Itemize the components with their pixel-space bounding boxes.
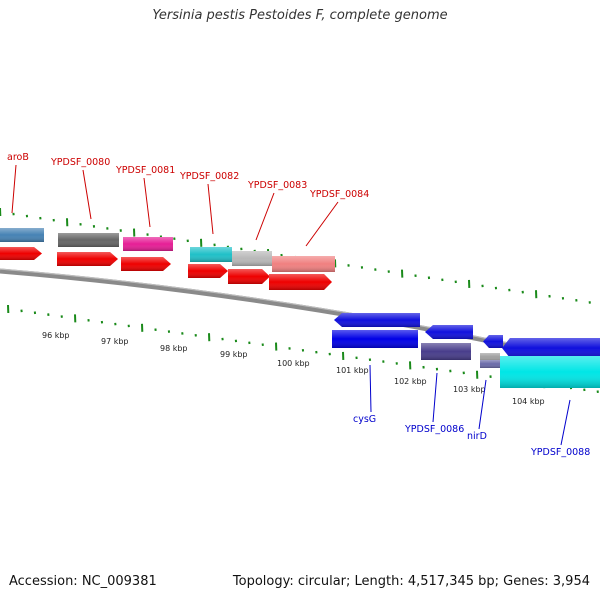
label-nirD: nirD — [467, 431, 487, 442]
label-YPDSF_0088: YPDSF_0088 — [530, 447, 590, 458]
gene-bar-cysG-shade — [332, 330, 418, 348]
label-aroB: aroB — [7, 152, 29, 163]
cds-arrow-reverse-shade — [334, 313, 420, 327]
label-YPDSF_0088-leader — [560, 399, 571, 446]
cds-arrow-reverse — [483, 335, 503, 348]
cds-arrow-reverse-shade — [483, 335, 503, 348]
gene-bar-YPDSF_0083-shade — [272, 256, 335, 272]
gene-bar-YPDSF_0082 — [190, 247, 232, 262]
cds-arrow-shade — [57, 252, 118, 266]
label-YPDSF_0086-leader — [432, 372, 438, 423]
cds-arrow-shade — [269, 274, 332, 290]
scale-label: 104 kbp — [512, 397, 545, 406]
cds-arrow-shade — [188, 264, 228, 278]
scale-label: 96 kbp — [42, 331, 70, 340]
gene-bar-nirD-shade — [480, 360, 500, 368]
label-YPDSF_0086: YPDSF_0086 — [404, 424, 464, 435]
label-YPDSF_0082-leader — [207, 183, 214, 235]
cds-arrow-shade — [228, 269, 270, 284]
gene-bar-aroB-shade — [0, 228, 44, 242]
label-YPDSF_0083: YPDSF_0083 — [247, 180, 307, 191]
label-aroB-leader — [11, 164, 17, 214]
gene-bar-YPDSF_0086-shade — [421, 343, 471, 360]
gene-bar-YPDSF_0080-shade — [58, 233, 119, 247]
scale-label: 98 kbp — [160, 344, 188, 353]
scale-label: 99 kbp — [220, 350, 248, 359]
cds-arrow-reverse — [502, 338, 600, 358]
scale-label: 100 kbp — [277, 359, 310, 368]
label-YPDSF_0084-leader — [305, 201, 339, 247]
gene-bar-YPDSF_0088-shade — [500, 356, 600, 388]
gene-bar-YPDSF_0080 — [58, 233, 119, 247]
label-YPDSF_0080-leader — [82, 169, 92, 220]
label-YPDSF_0081-leader — [143, 177, 151, 228]
label-cysG-leader — [369, 364, 372, 413]
label-YPDSF_0082: YPDSF_0082 — [179, 171, 239, 182]
gene-bar-nirD — [480, 360, 500, 368]
cds-arrow-reverse — [334, 313, 420, 327]
scale-label: 97 kbp — [101, 337, 129, 346]
cds-arrow — [228, 269, 270, 284]
gene-bar-nirD-top-shade — [480, 353, 500, 361]
gene-bar-unlabeled-shade — [232, 251, 272, 266]
cds-arrow-reverse-shade — [425, 325, 473, 339]
gene-bar-unlabeled — [232, 251, 272, 266]
map-title: Yersinia pestis Pestoides F, complete ge… — [152, 8, 448, 23]
gene-bar-YPDSF_0086 — [421, 343, 471, 360]
cds-arrow — [57, 252, 118, 266]
cds-arrow-shade — [0, 247, 42, 260]
label-YPDSF_0081: YPDSF_0081 — [115, 165, 175, 176]
label-YPDSF_0084: YPDSF_0084 — [309, 189, 369, 200]
cds-arrow — [188, 264, 228, 278]
gene-bar-YPDSF_0081-shade — [123, 237, 173, 251]
cds-arrow-reverse-shade — [502, 338, 600, 358]
label-YPDSF_0083-leader — [255, 192, 275, 241]
cds-arrow — [0, 247, 42, 260]
label-cysG: cysG — [353, 414, 376, 425]
gene-bar-cysG — [332, 330, 418, 348]
cds-arrow — [121, 257, 171, 271]
label-YPDSF_0080: YPDSF_0080 — [50, 157, 110, 168]
gene-bar-YPDSF_0082-shade — [190, 247, 232, 262]
cds-arrow-reverse — [425, 325, 473, 339]
cds-arrow — [269, 274, 332, 290]
topology-text: Topology: circular; Length: 4,517,345 bp… — [232, 574, 590, 589]
cds-arrow-shade — [121, 257, 171, 271]
accession-text: Accession: NC_009381 — [9, 574, 157, 589]
gene-bar-YPDSF_0088 — [500, 356, 600, 388]
label-nirD-leader — [478, 379, 487, 430]
gene-bar-YPDSF_0083 — [272, 256, 335, 272]
gene-bar-aroB — [0, 228, 44, 242]
gene-bar-nirD-top — [480, 353, 500, 361]
gene-bar-YPDSF_0081 — [123, 237, 173, 251]
scale-label: 103 kbp — [453, 385, 486, 394]
scale-label: 101 kbp — [336, 366, 369, 375]
scale-label: 102 kbp — [394, 377, 427, 386]
